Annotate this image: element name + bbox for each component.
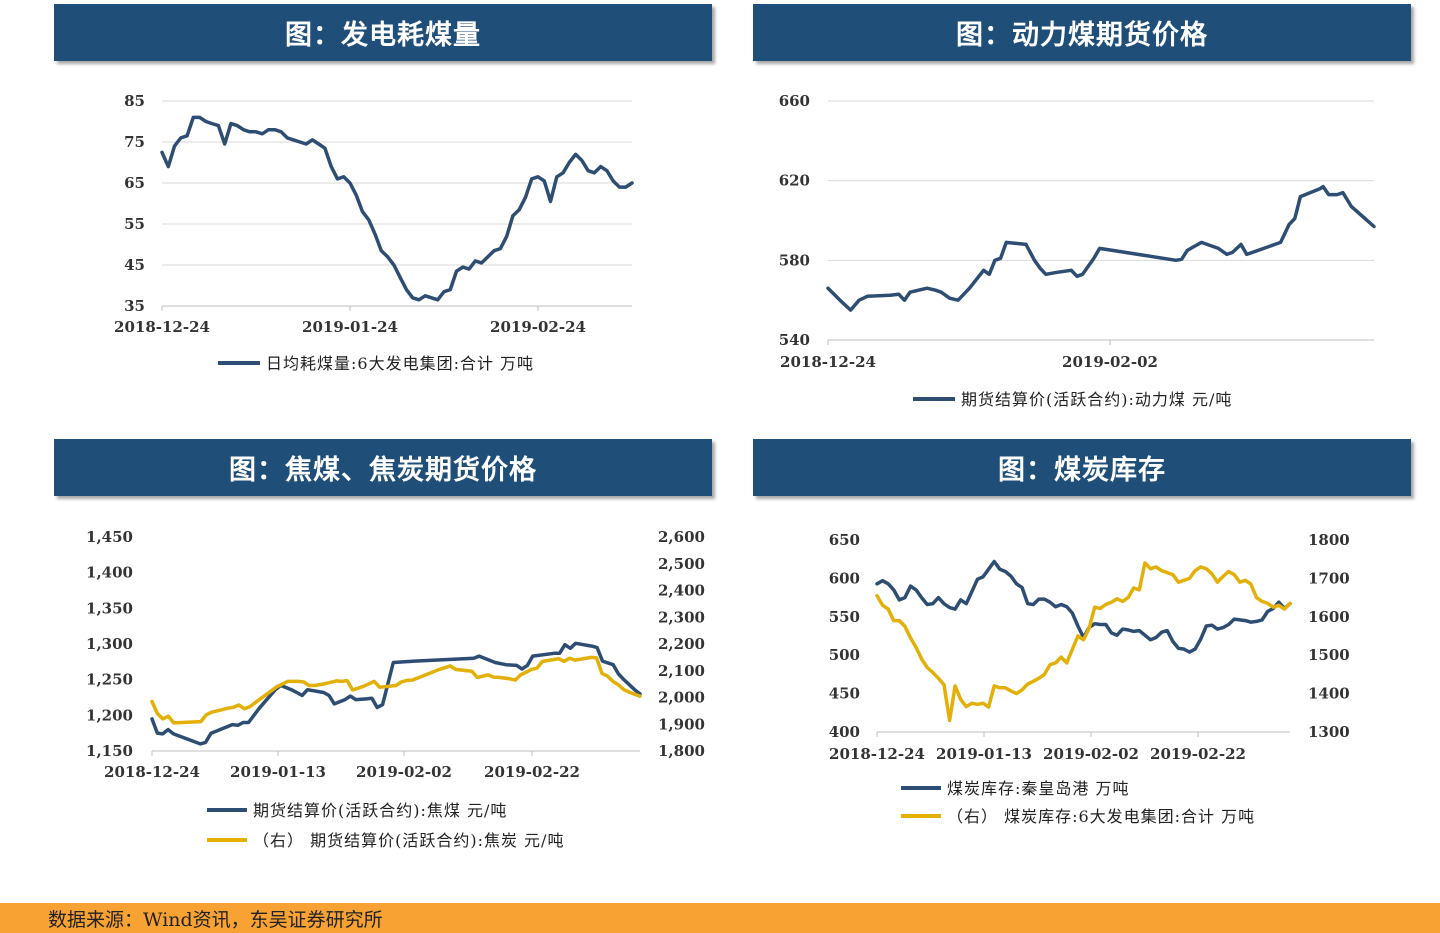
y-tick-label: 1,150	[86, 742, 133, 760]
x-tick-label: 2018-12-24	[780, 353, 876, 371]
y-right-tick-label: 2,400	[658, 582, 705, 600]
legend-label: （右） 期货结算价(活跃合约):焦炭 元/吨	[253, 831, 564, 850]
y-right-tick-label: 2,500	[658, 555, 705, 573]
y-tick-label: 580	[779, 251, 810, 269]
series-line-1	[160, 115, 634, 302]
legend-label: 日均耗煤量:6大发电集团:合计 万吨	[266, 354, 534, 373]
x-tick-label: 2019-01-13	[936, 745, 1032, 763]
legend-label: 煤炭库存:秦皇岛港 万吨	[947, 779, 1129, 798]
legend-label: （右） 煤炭库存:6大发电集团:合计 万吨	[947, 807, 1255, 826]
y-right-tick-label: 2,100	[658, 662, 705, 680]
y-tick-label: 1,300	[86, 635, 133, 653]
x-tick-label: 2019-02-22	[1150, 745, 1246, 763]
x-tick-label: 2018-12-24	[114, 318, 210, 336]
y-tick-label: 85	[124, 92, 145, 110]
source-text: 数据来源：Wind资讯，东吴证券研究所	[48, 908, 383, 931]
y-tick-label: 660	[779, 92, 810, 110]
y-right-tick-label: 2,000	[658, 689, 705, 707]
x-tick-label: 2019-02-22	[484, 763, 580, 781]
y-right-tick-label: 1500	[1308, 646, 1350, 664]
y-tick-label: 620	[779, 172, 810, 190]
legend-label: 期货结算价(活跃合约):焦煤 元/吨	[253, 801, 507, 820]
x-tick-label: 2019-01-13	[230, 763, 326, 781]
y-right-tick-label: 1700	[1308, 569, 1350, 587]
x-tick-label: 2019-01-24	[302, 318, 398, 336]
chart-1-title: 图：发电耗煤量	[54, 4, 712, 61]
chart-4-title: 图：煤炭库存	[753, 439, 1411, 496]
y-right-tick-label: 1300	[1308, 723, 1350, 741]
y-right-tick-label: 2,300	[658, 608, 705, 626]
chart-3-svg: 1,450 1,400 1,350 1,300 1,250 1,200 1,150 2,600…	[86, 528, 705, 850]
y-tick-label: 75	[124, 133, 145, 151]
x-tick-label: 2018-12-24	[104, 763, 200, 781]
x-tick-label: 2019-02-24	[490, 318, 586, 336]
y-right-tick-label: 1400	[1308, 685, 1350, 703]
y-right-tick-label: 1800	[1308, 531, 1350, 549]
y-tick-label: 400	[829, 723, 860, 741]
y-right-tick-label: 1600	[1308, 608, 1350, 626]
chart-1-svg: 85 75 65 55 45 35 2018-12-24 2019-01-24 2019-02-…	[114, 92, 634, 373]
legend-label: 期货结算价(活跃合约):动力煤 元/吨	[961, 390, 1232, 409]
y-right-tick-label: 2,200	[658, 635, 705, 653]
y-tick-label: 550	[829, 608, 860, 626]
y-tick-label: 1,400	[86, 564, 133, 582]
series-line-1	[826, 184, 1376, 312]
y-tick-label: 650	[829, 531, 860, 549]
chart-2-title: 图：动力煤期货价格	[753, 4, 1411, 61]
y-tick-label: 600	[829, 569, 860, 587]
y-tick-label: 55	[124, 215, 145, 233]
y-right-tick-label: 1,900	[658, 715, 705, 733]
y-tick-label: 1,450	[86, 528, 133, 546]
series-line-2	[875, 561, 1292, 723]
y-tick-label: 35	[124, 297, 145, 315]
chart-4-svg: 650 600 550 500 450 400 1800 1700 1600 1500 1400 13…	[829, 531, 1350, 826]
chart-2-svg: 660 620 580 540 2018-12-24 2019-02-02 期货结算价(活跃…	[779, 92, 1376, 409]
y-tick-label: 1,250	[86, 671, 133, 689]
series-line-2	[150, 655, 642, 725]
y-right-tick-label: 1,800	[658, 742, 705, 760]
x-tick-label: 2019-02-02	[1043, 745, 1139, 763]
y-tick-label: 540	[779, 331, 810, 349]
y-tick-label: 450	[829, 685, 860, 703]
x-tick-label: 2018-12-24	[829, 745, 925, 763]
y-right-tick-label: 2,600	[658, 528, 705, 546]
y-tick-label: 65	[124, 174, 145, 192]
x-tick-label: 2019-02-02	[356, 763, 452, 781]
y-tick-label: 1,200	[86, 706, 133, 724]
chart-3-title: 图：焦煤、焦炭期货价格	[54, 439, 712, 496]
series-line-1	[150, 641, 642, 746]
y-tick-label: 45	[124, 256, 145, 274]
source-footer: 数据来源：Wind资讯，东吴证券研究所	[0, 903, 1440, 933]
x-tick-label: 2019-02-02	[1062, 353, 1158, 371]
y-tick-label: 500	[829, 646, 860, 664]
y-tick-label: 1,350	[86, 599, 133, 617]
